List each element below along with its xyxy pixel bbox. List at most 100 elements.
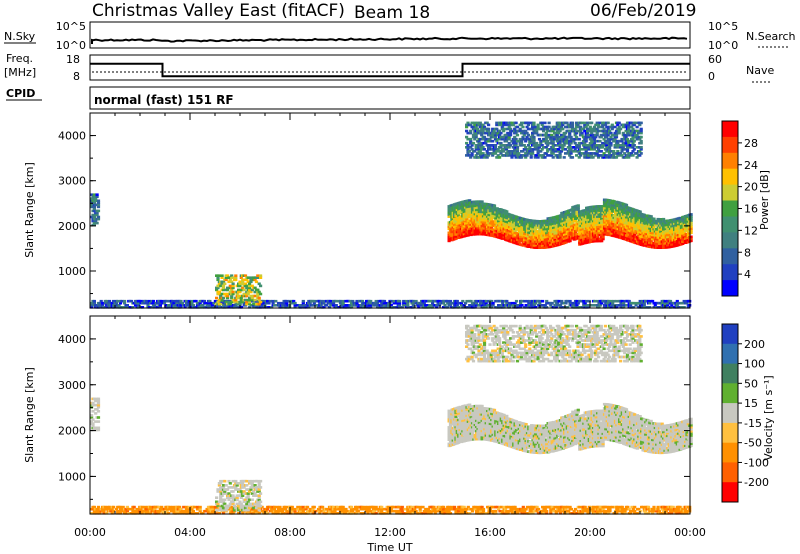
echo-cell bbox=[398, 299, 402, 303]
echo-cell bbox=[334, 299, 338, 303]
echo-cell bbox=[568, 144, 572, 147]
echo-cell bbox=[689, 235, 693, 239]
echo-cell bbox=[571, 222, 575, 225]
echo-cell bbox=[204, 301, 208, 305]
echo-cell bbox=[572, 146, 576, 149]
echo-cell bbox=[246, 290, 250, 294]
echo-cell bbox=[628, 146, 632, 149]
echo-cell bbox=[629, 304, 633, 307]
echo-cell bbox=[179, 306, 183, 309]
echo-cell bbox=[606, 127, 610, 131]
echo-cell bbox=[312, 301, 316, 305]
echo-cell bbox=[587, 236, 591, 240]
echo-cell bbox=[666, 227, 670, 231]
echo-cell bbox=[551, 156, 555, 159]
echo-cell bbox=[510, 232, 514, 236]
echo-cell bbox=[609, 304, 613, 307]
echo-cell bbox=[517, 154, 521, 157]
echo-cell bbox=[537, 137, 542, 141]
echo-cell bbox=[482, 148, 487, 151]
echo-cell bbox=[662, 217, 666, 221]
echo-cell bbox=[469, 131, 473, 135]
echo-cell bbox=[607, 299, 611, 303]
echo-cell bbox=[465, 230, 469, 233]
echo-cell bbox=[689, 239, 693, 243]
echo-cell bbox=[454, 221, 458, 224]
echo-cell bbox=[92, 209, 96, 213]
colorbar-segment bbox=[722, 168, 738, 186]
echo-cell bbox=[626, 224, 630, 228]
echo-cell bbox=[162, 301, 167, 305]
echo-cell bbox=[285, 301, 289, 305]
echo-cell bbox=[574, 231, 578, 235]
echo-cell bbox=[558, 152, 562, 155]
echo-cell bbox=[580, 152, 584, 155]
echo-cell bbox=[570, 127, 575, 131]
echo-cell bbox=[610, 123, 614, 127]
echo-cell bbox=[245, 302, 249, 306]
echo-cell bbox=[578, 233, 582, 236]
echo-cell bbox=[490, 218, 494, 221]
echo-cell bbox=[248, 286, 252, 290]
echo-cell bbox=[512, 222, 516, 226]
echo-cell bbox=[569, 150, 573, 153]
echo-cell bbox=[478, 150, 482, 153]
echo-cell bbox=[599, 133, 603, 137]
echo-cell bbox=[590, 127, 594, 131]
echo-cell bbox=[499, 218, 503, 222]
echo-cell bbox=[470, 121, 474, 125]
echo-cell bbox=[481, 301, 486, 305]
echo-cell bbox=[470, 225, 475, 228]
echo-cell bbox=[551, 144, 555, 147]
echo-cell bbox=[633, 239, 637, 242]
echo-cell bbox=[608, 199, 612, 202]
echo-cell bbox=[613, 216, 618, 220]
echo-cell bbox=[248, 282, 252, 286]
echo-cell bbox=[565, 220, 569, 223]
echo-cell bbox=[224, 278, 228, 282]
echo-cell bbox=[610, 125, 614, 129]
echo-cell bbox=[484, 301, 488, 305]
echo-cell bbox=[220, 292, 224, 296]
echo-cell bbox=[659, 230, 663, 233]
echo-cell bbox=[491, 224, 495, 227]
echo-cell bbox=[535, 129, 539, 133]
echo-cell bbox=[447, 239, 451, 243]
echo-cell bbox=[285, 299, 289, 303]
echo-cell bbox=[124, 306, 128, 309]
echo-cell bbox=[612, 204, 616, 207]
echo-cell bbox=[534, 244, 538, 247]
echo-cell bbox=[552, 230, 556, 234]
echo-cell bbox=[92, 205, 96, 209]
echo-cell bbox=[272, 304, 277, 307]
echo-cell bbox=[145, 299, 149, 303]
echo-cell bbox=[249, 276, 253, 279]
echo-cell bbox=[640, 301, 644, 305]
echo-cell bbox=[469, 139, 473, 143]
echo-cell bbox=[682, 306, 686, 309]
echo-cell bbox=[513, 237, 517, 241]
echo-cell bbox=[482, 156, 487, 159]
echo-cell bbox=[327, 301, 332, 305]
echo-cell bbox=[123, 301, 127, 305]
echo-cell bbox=[558, 123, 562, 127]
echo-cell bbox=[160, 299, 164, 303]
echo-cell bbox=[602, 304, 607, 307]
echo-cell bbox=[619, 152, 623, 155]
echo-cell bbox=[596, 304, 600, 307]
echo-cell bbox=[521, 229, 525, 233]
echo-cell bbox=[480, 216, 484, 220]
echo-cell bbox=[605, 156, 609, 159]
echo-cell bbox=[540, 148, 544, 151]
echo-cell bbox=[584, 150, 588, 153]
echo-cell bbox=[461, 219, 465, 222]
echo-cell bbox=[642, 244, 646, 247]
echo-cell bbox=[490, 226, 494, 229]
echo-cell bbox=[495, 121, 499, 125]
echo-cell bbox=[663, 299, 667, 303]
echo-cell bbox=[459, 301, 464, 305]
echo-cell bbox=[243, 274, 248, 277]
echo-cell bbox=[521, 234, 525, 237]
echo-cell bbox=[495, 123, 499, 127]
